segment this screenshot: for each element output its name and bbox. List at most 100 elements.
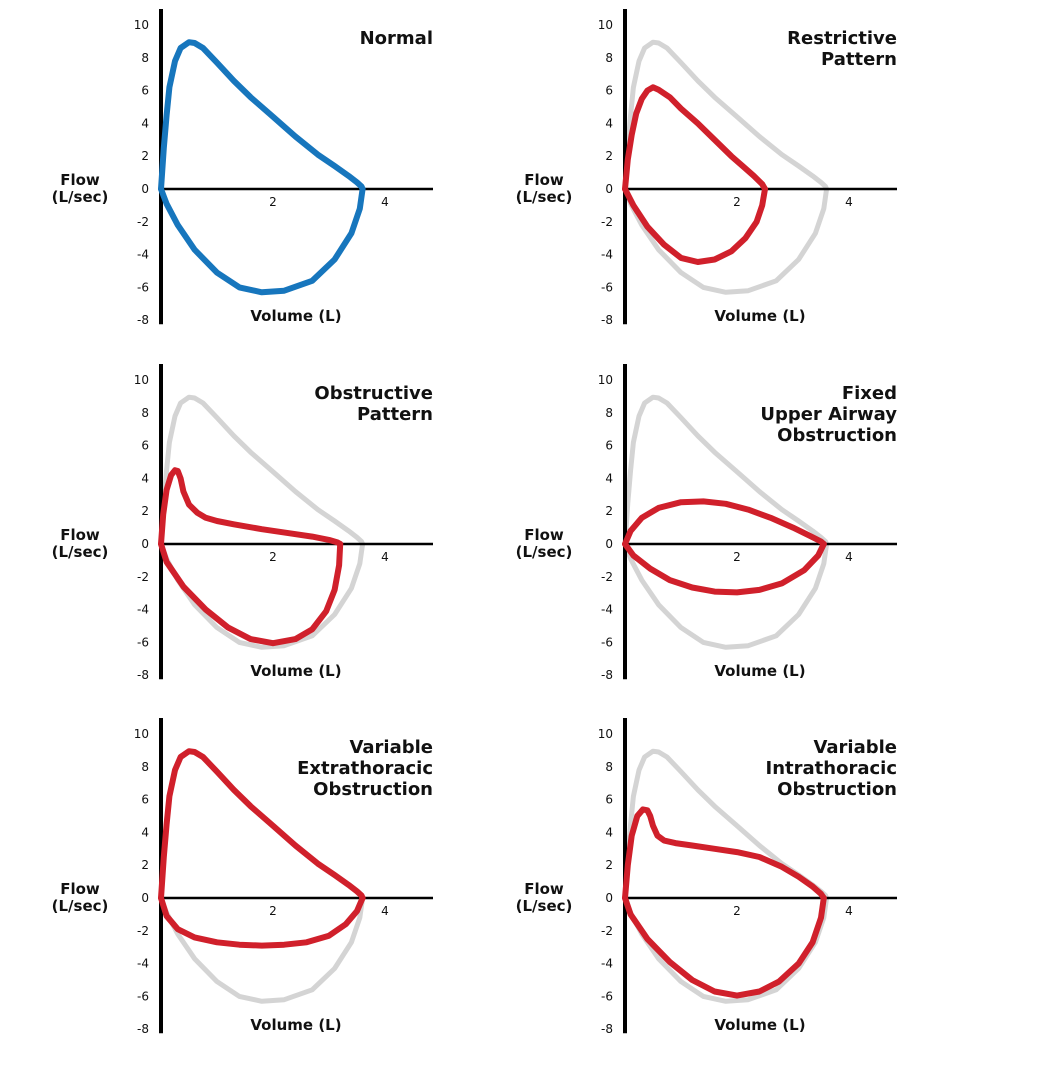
panel-title: Obstruction [313,779,433,800]
y-tick-label: -2 [137,215,149,229]
y-tick-label: -4 [601,957,613,971]
y-axis-label: (L/sec) [516,897,573,915]
reference-normal-loop [622,394,830,650]
y-axis-label: Flow [60,880,100,898]
y-tick-label: 6 [141,84,149,98]
expiratory-curve [622,498,827,547]
y-tick-label: 4 [605,471,613,485]
panel-1: 10 8 6 4 2 0 -2 -4 -6 -8 2 4 Flow(L/sec) Volume (L) No… [52,9,433,327]
y-tick-label: 10 [598,18,613,32]
y-tick-label: 0 [605,891,613,905]
y-tick-label: 10 [134,373,149,387]
x-axis-label: Volume (L) [250,307,341,325]
panel-6: 10 8 6 4 2 0 -2 -4 -6 -8 2 4 Flow(L/sec) Volume (L) Va… [516,718,897,1036]
panel-title: Obstruction [777,779,897,800]
expiratory-curve [158,39,366,192]
y-tick-label: 8 [605,760,613,774]
y-tick-label: -8 [137,313,149,327]
x-axis-label: Volume (L) [250,1016,341,1034]
inspiratory-curve [622,541,827,596]
x-axis-label: Volume (L) [714,1016,805,1034]
y-tick-label: -4 [137,957,149,971]
x-tick-label: 4 [845,904,853,918]
y-axis-label: (L/sec) [52,188,109,206]
y-tick-label: -6 [601,635,613,649]
x-tick-label: 4 [845,195,853,209]
inspiratory-curve [158,541,344,647]
y-tick-label: -4 [137,603,149,617]
y-tick-label: -6 [137,280,149,294]
y-tick-label: -6 [601,280,613,294]
y-tick-label: -4 [601,603,613,617]
y-tick-label: 0 [141,537,149,551]
y-tick-label: 10 [134,18,149,32]
expiratory-curve [622,806,827,901]
y-tick-label: 8 [605,406,613,420]
panel-title: Normal [360,28,433,49]
y-tick-label: 8 [141,51,149,65]
y-tick-label: 0 [605,537,613,551]
y-tick-label: 8 [605,51,613,65]
y-tick-label: 2 [605,504,613,518]
y-tick-label: -8 [601,313,613,327]
y-tick-label: 4 [605,825,613,839]
x-tick-label: 4 [381,195,389,209]
panel-2: 10 8 6 4 2 0 -2 -4 -6 -8 2 4 Flow(L/sec) Volume (L) Re… [516,9,897,327]
y-tick-label: 2 [605,858,613,872]
y-axis-label: Flow [60,171,100,189]
x-tick-label: 4 [381,904,389,918]
y-tick-label: -6 [601,989,613,1003]
panel-title: Restrictive [787,28,897,49]
y-tick-label: 4 [141,471,149,485]
y-tick-label: -2 [601,924,613,938]
y-tick-label: 4 [605,116,613,130]
y-axis-label: Flow [524,526,564,544]
expiratory-curve [622,84,768,192]
y-tick-label: 4 [141,116,149,130]
x-axis-label: Volume (L) [714,307,805,325]
y-tick-label: 10 [134,727,149,741]
panel-5: 10 8 6 4 2 0 -2 -4 -6 -8 2 4 Flow(L/sec) Volume (L) Va… [52,718,433,1036]
panel-title: Pattern [821,49,897,70]
y-tick-label: 6 [605,439,613,453]
panel-title: Variable [813,737,897,758]
y-tick-label: 8 [141,760,149,774]
y-axis-label: (L/sec) [52,543,109,561]
x-axis-label: Volume (L) [250,662,341,680]
y-axis-label: Flow [524,171,564,189]
y-tick-label: -6 [137,989,149,1003]
panel-3: 10 8 6 4 2 0 -2 -4 -6 -8 2 4 Flow(L/sec) Volume (L) Ob… [52,364,433,682]
y-tick-label: 4 [141,825,149,839]
y-axis-label: (L/sec) [516,188,573,206]
inspiratory-curve [158,186,366,296]
panel-title: Obstructive [314,383,433,404]
x-tick-label: 4 [845,550,853,564]
y-tick-label: 6 [141,793,149,807]
y-axis-label: (L/sec) [52,897,109,915]
y-tick-label: -2 [137,924,149,938]
y-tick-label: 2 [141,504,149,518]
y-tick-label: -8 [137,668,149,682]
y-axis-label: Flow [60,526,100,544]
y-tick-label: 10 [598,373,613,387]
y-tick-label: 6 [605,84,613,98]
panel-4: 10 8 6 4 2 0 -2 -4 -6 -8 2 4 Flow(L/sec) Volume (L) Fi… [516,364,897,682]
reference-normal-loop [622,39,830,295]
panel-title: Pattern [357,404,433,425]
y-axis-label: (L/sec) [516,543,573,561]
inspiratory-curve [158,895,366,949]
y-tick-label: -4 [601,248,613,262]
panel-title: Obstruction [777,425,897,446]
y-tick-label: 6 [605,793,613,807]
x-tick-label: 2 [269,904,277,918]
y-tick-label: -2 [137,570,149,584]
panel-title: Extrathoracic [297,758,433,779]
y-tick-label: 0 [141,182,149,196]
x-tick-label: 2 [269,195,277,209]
y-tick-label: -8 [601,668,613,682]
y-tick-label: 2 [141,149,149,163]
inspiratory-curve [622,186,768,265]
x-tick-label: 2 [733,550,741,564]
y-tick-label: 10 [598,727,613,741]
